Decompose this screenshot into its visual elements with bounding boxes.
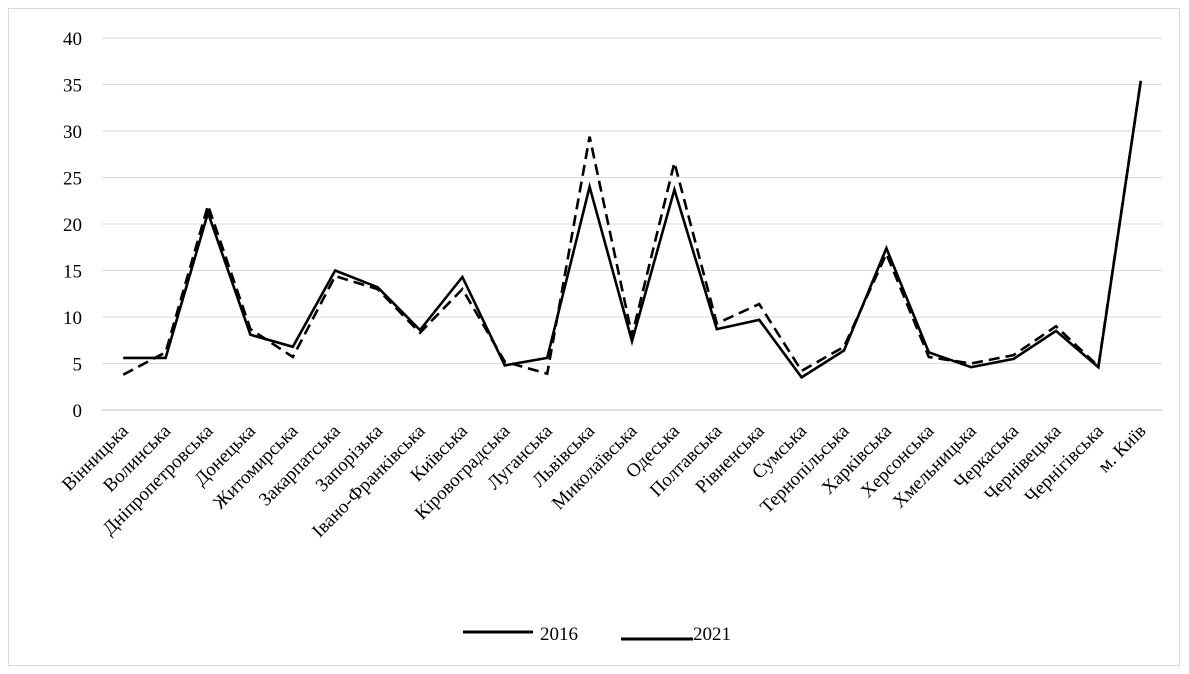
y-tick-label: 15: [63, 262, 82, 283]
x-category-label: м. Київ: [1094, 421, 1150, 477]
grid-layer: [102, 37, 1162, 411]
y-axis-ticks: 0 5 10 15 20 25 30 35 40: [63, 29, 82, 422]
series-layer: [122, 80, 1143, 380]
series-line-2016: [123, 80, 1143, 380]
y-tick-label: 40: [63, 29, 82, 50]
y-tick-label: 20: [63, 215, 82, 236]
y-tick-label: 5: [73, 355, 83, 376]
chart-frame: [8, 8, 1180, 666]
series-line-2021: [122, 80, 1143, 376]
y-tick-label: 30: [63, 122, 82, 143]
y-tick-label: 10: [63, 308, 82, 329]
x-axis-categories: ВінницькаВолинськаДніпропетровськаДонець…: [58, 420, 1150, 542]
legend-label-2016: 2016: [540, 624, 578, 645]
y-tick-label: 35: [63, 76, 82, 97]
legend-label-2021: 2021: [693, 624, 731, 645]
y-tick-label: 25: [63, 169, 82, 190]
y-tick-label: 0: [73, 401, 83, 422]
legend: 2016 2021: [463, 624, 731, 645]
